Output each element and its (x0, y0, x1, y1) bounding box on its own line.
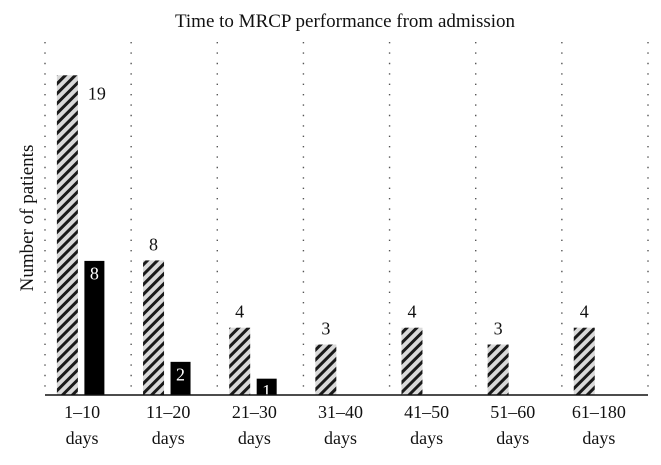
bar-hatched (56, 75, 78, 396)
bar-hatched (401, 327, 423, 395)
x-tick-label: 21–30 (232, 402, 277, 422)
data-label: 3 (321, 319, 330, 339)
y-axis-label: Number of patients (17, 145, 38, 292)
x-tick-label: 61–180 (572, 402, 626, 422)
bar-hatched (573, 327, 595, 395)
data-label: 8 (90, 263, 99, 283)
bars (56, 75, 595, 396)
chart-title: Time to MRCP performance from admission (175, 11, 516, 32)
x-tick-label: days (66, 428, 99, 448)
x-tick-label: days (582, 428, 615, 448)
data-label: 4 (580, 302, 589, 322)
data-label: 19 (88, 83, 106, 103)
data-label: 2 (176, 364, 185, 384)
x-tick-label: 41–50 (404, 402, 449, 422)
data-label: 4 (235, 302, 244, 322)
x-tick-label: 51–60 (490, 402, 535, 422)
bar-hatched (487, 344, 509, 395)
x-tick-label: 11–20 (146, 402, 190, 422)
x-tick-label: days (410, 428, 443, 448)
x-tick-labels: 1–10 days 11–20 days 21–30 days 31–40 days 41–50… (64, 402, 626, 448)
x-tick-label: days (324, 428, 357, 448)
data-label: 8 (149, 234, 158, 254)
data-label: 3 (494, 319, 503, 339)
x-tick-label: days (496, 428, 529, 448)
data-label: 4 (407, 302, 416, 322)
x-tick-label: days (152, 428, 185, 448)
bar-hatched (315, 344, 337, 395)
grid-lines (44, 42, 649, 395)
bar-hatched (143, 260, 165, 395)
data-labels: 19 8 8 2 4 1 3 4 3 4 (88, 83, 589, 401)
x-tick-label: 1–10 (64, 402, 100, 422)
bar-hatched (229, 327, 251, 395)
x-tick-label: days (238, 428, 271, 448)
x-tick-label: 31–40 (318, 402, 363, 422)
data-label: 1 (262, 381, 271, 401)
